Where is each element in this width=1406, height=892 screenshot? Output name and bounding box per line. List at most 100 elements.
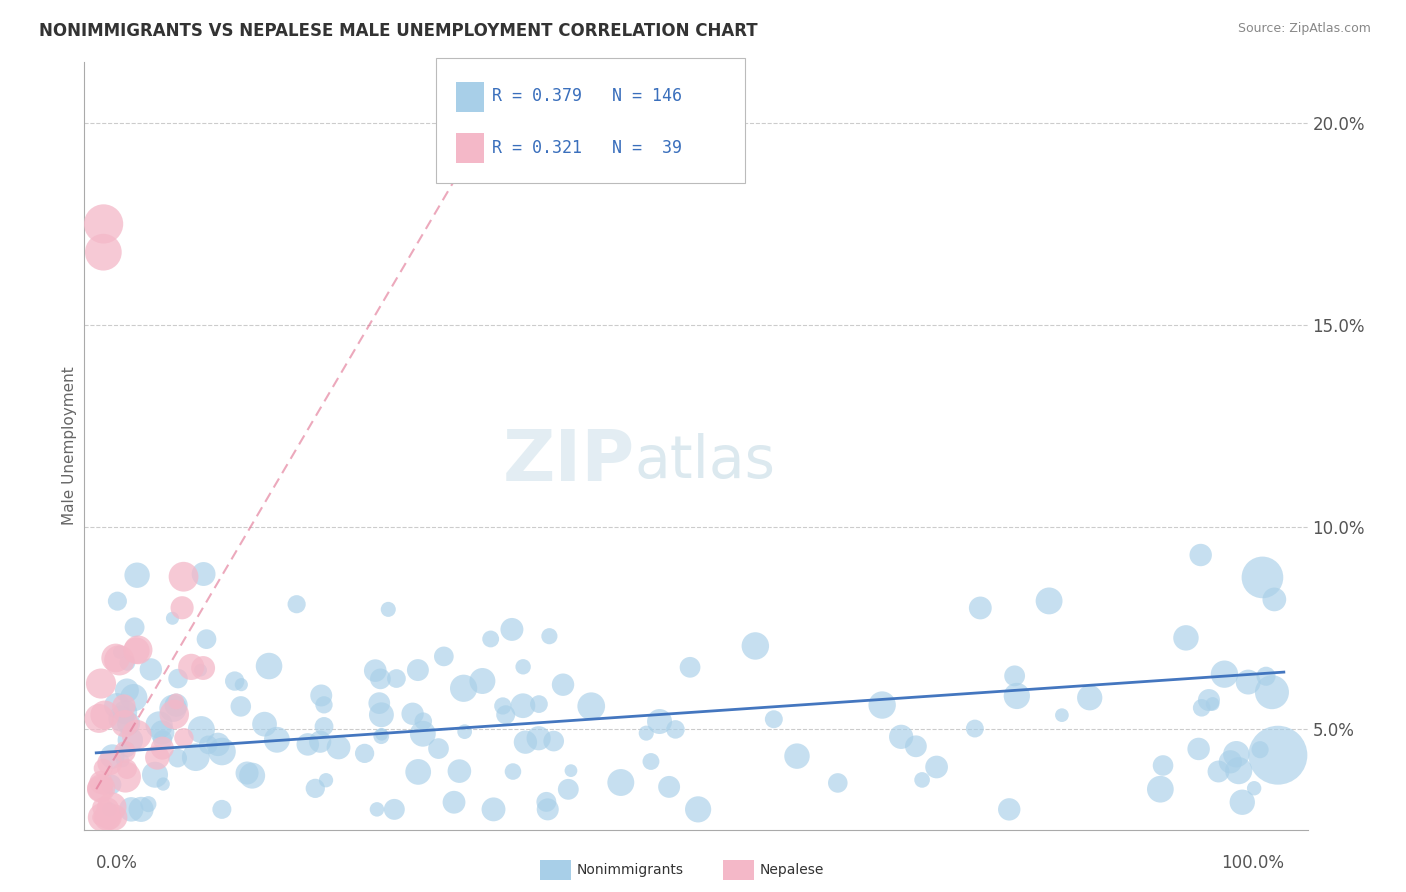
Point: [370, 707, 392, 722]
Point: [786, 749, 808, 764]
Point: [479, 632, 502, 646]
Point: [101, 749, 124, 764]
Point: [1189, 548, 1212, 562]
Point: [114, 716, 136, 731]
Point: [120, 733, 142, 747]
Text: NONIMMIGRANTS VS NEPALESE MALE UNEMPLOYMENT CORRELATION CHART: NONIMMIGRANTS VS NEPALESE MALE UNEMPLOYM…: [39, 22, 758, 40]
Point: [167, 672, 190, 686]
Point: [385, 672, 408, 686]
Point: [90, 775, 112, 789]
Point: [501, 623, 523, 637]
Point: [93, 245, 115, 260]
Point: [312, 719, 335, 733]
Point: [138, 797, 160, 812]
Point: [1038, 594, 1060, 608]
Point: [193, 567, 215, 582]
Point: [443, 795, 465, 809]
Point: [512, 660, 534, 674]
Point: [1004, 669, 1026, 683]
Point: [364, 664, 387, 678]
Point: [105, 698, 128, 713]
Point: [1208, 764, 1230, 779]
Point: [963, 722, 986, 736]
Point: [172, 600, 194, 615]
Point: [969, 601, 991, 615]
Text: 0.0%: 0.0%: [96, 854, 138, 871]
Point: [557, 782, 579, 797]
Point: [231, 678, 253, 692]
Text: Source: ZipAtlas.com: Source: ZipAtlas.com: [1237, 22, 1371, 36]
Point: [90, 676, 112, 690]
Point: [173, 570, 195, 584]
Point: [527, 697, 550, 711]
Point: [236, 766, 259, 780]
Point: [495, 707, 517, 722]
Point: [1201, 697, 1223, 711]
Point: [124, 620, 146, 634]
Point: [97, 802, 120, 816]
Point: [91, 761, 114, 775]
Point: [297, 738, 319, 752]
Point: [1227, 764, 1250, 778]
Point: [108, 645, 131, 659]
Point: [664, 723, 686, 737]
Point: [744, 639, 766, 653]
Point: [152, 777, 174, 791]
Point: [207, 738, 229, 752]
Point: [998, 802, 1021, 816]
Point: [91, 800, 114, 814]
Point: [165, 694, 187, 708]
Point: [115, 762, 138, 776]
Point: [100, 778, 122, 792]
Point: [762, 712, 785, 726]
Point: [1249, 742, 1271, 756]
Point: [150, 725, 173, 739]
Point: [304, 781, 326, 796]
Point: [315, 773, 337, 788]
Point: [87, 711, 110, 725]
Point: [120, 802, 142, 816]
Point: [538, 629, 561, 643]
Point: [89, 782, 111, 797]
Point: [1213, 667, 1236, 681]
Point: [98, 756, 121, 770]
Point: [1254, 669, 1277, 683]
Point: [377, 602, 399, 616]
Point: [353, 747, 375, 761]
Point: [163, 707, 186, 722]
Point: [640, 755, 662, 769]
Text: Nepalese: Nepalese: [759, 863, 824, 877]
Point: [240, 769, 263, 783]
Point: [658, 780, 681, 794]
Point: [502, 764, 524, 779]
Point: [382, 802, 405, 816]
Point: [370, 727, 392, 741]
Point: [162, 611, 184, 625]
Point: [197, 738, 219, 752]
Point: [328, 740, 350, 755]
Point: [184, 750, 207, 764]
Point: [925, 760, 948, 774]
Point: [94, 810, 117, 824]
Y-axis label: Male Unemployment: Male Unemployment: [62, 367, 77, 525]
Point: [1251, 570, 1274, 584]
Text: R = 0.379   N = 146: R = 0.379 N = 146: [492, 87, 682, 105]
Point: [581, 699, 603, 714]
Point: [366, 802, 388, 816]
Point: [111, 754, 134, 768]
Point: [257, 659, 280, 673]
Point: [101, 800, 124, 814]
Point: [93, 217, 115, 231]
Point: [127, 643, 149, 657]
Point: [143, 768, 166, 782]
Point: [173, 731, 195, 745]
Point: [165, 698, 187, 713]
Point: [93, 707, 115, 722]
Point: [610, 775, 633, 789]
Point: [108, 653, 131, 667]
Point: [312, 698, 335, 712]
Point: [536, 795, 558, 809]
Point: [98, 802, 121, 816]
Point: [139, 663, 162, 677]
Text: atlas: atlas: [636, 433, 776, 490]
